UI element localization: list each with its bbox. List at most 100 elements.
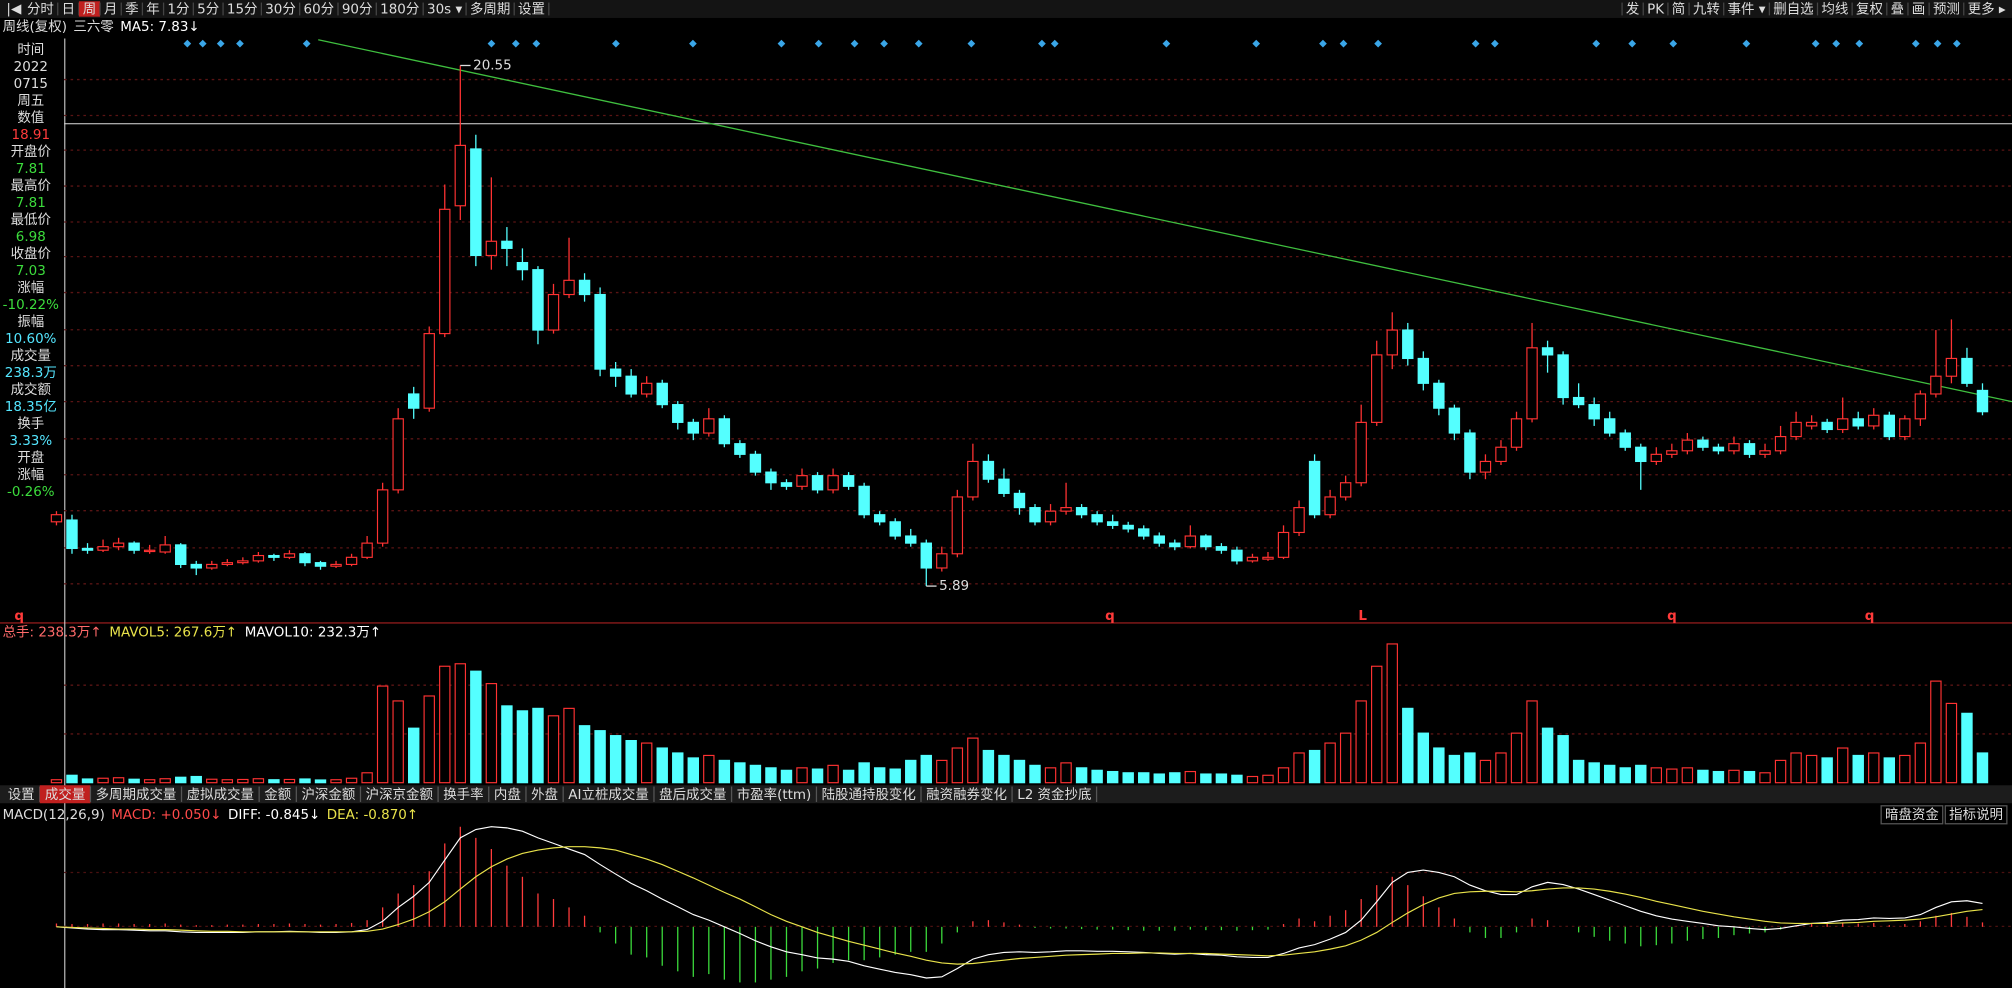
event-label[interactable]: q	[1865, 608, 1875, 624]
toolbar-item[interactable]: 分时	[27, 2, 54, 18]
tab[interactable]: 内盘	[494, 786, 521, 803]
volume-bar	[175, 776, 187, 784]
event-diamond[interactable]	[183, 39, 192, 48]
info-panel-text: 6.98	[16, 229, 46, 245]
event-label[interactable]: L	[1358, 608, 1367, 624]
tab[interactable]: 换手率	[443, 786, 483, 803]
toolbar-item[interactable]: 年	[146, 2, 159, 18]
event-diamond[interactable]	[850, 39, 859, 48]
event-diamond[interactable]	[914, 39, 923, 48]
tab[interactable]: 陆股通持股变化	[822, 787, 916, 803]
tab[interactable]: 设置	[8, 787, 35, 803]
toolbar-item[interactable]: 180分	[380, 2, 419, 18]
event-diamond[interactable]	[777, 39, 786, 48]
tab[interactable]: 沪深金额	[301, 787, 355, 803]
info-panel-text: 7.81	[16, 195, 46, 211]
nav-back-icon[interactable]: |◀	[6, 1, 22, 17]
event-diamond[interactable]	[1911, 39, 1920, 48]
toolbar-item[interactable]: 事件 ▾	[1728, 2, 1766, 18]
toolbar-item[interactable]: 1分	[167, 2, 189, 18]
volume-bar	[1650, 767, 1663, 784]
event-diamond[interactable]	[1933, 39, 1942, 48]
tab[interactable]: 金额	[264, 787, 291, 803]
tab[interactable]: 沪深京金额	[366, 787, 434, 803]
event-diamond[interactable]	[1374, 39, 1382, 48]
event-diamond[interactable]	[1319, 39, 1327, 48]
toolbar-item[interactable]: 叠	[1891, 2, 1904, 18]
toolbar-item[interactable]: 均线	[1821, 2, 1848, 18]
toolbar-item[interactable]: 预测	[1933, 2, 1960, 18]
event-diamond[interactable]	[1162, 39, 1171, 48]
candle-body	[858, 485, 870, 516]
event-diamond[interactable]	[1811, 39, 1820, 48]
event-label[interactable]: q	[14, 608, 24, 624]
side-button[interactable]: 指标说明	[1949, 807, 2003, 823]
side-button[interactable]: 暗盘资金	[1885, 806, 1939, 823]
toolbar-item[interactable]: 5分	[197, 2, 219, 18]
volume-bar	[1417, 732, 1430, 784]
event-label[interactable]: q	[1667, 608, 1677, 624]
volume-bar	[1402, 707, 1414, 784]
event-diamond[interactable]	[511, 39, 520, 48]
tab[interactable]: 多周期成交量	[96, 786, 177, 803]
toolbar-item[interactable]: 90分	[342, 2, 373, 18]
event-diamond[interactable]	[814, 39, 823, 48]
event-diamond[interactable]	[880, 39, 888, 48]
event-diamond[interactable]	[1952, 39, 1961, 48]
tab[interactable]: 成交量	[45, 786, 85, 803]
event-diamond[interactable]	[487, 39, 496, 48]
event-diamond[interactable]	[236, 39, 244, 48]
toolbar-item[interactable]: 更多 ▸	[1968, 1, 2006, 18]
event-diamond[interactable]	[1832, 39, 1841, 48]
volume-bar	[547, 715, 560, 784]
toolbar-item[interactable]: 删自选	[1773, 2, 1813, 18]
toolbar-item[interactable]: 简	[1672, 1, 1685, 18]
event-diamond[interactable]	[302, 39, 311, 48]
event-diamond[interactable]	[216, 39, 225, 48]
tab[interactable]: AI立桩成交量	[568, 786, 649, 803]
candle-body	[407, 393, 420, 409]
event-diamond[interactable]	[1038, 39, 1046, 48]
toolbar-item[interactable]: 月	[104, 2, 117, 18]
tab[interactable]: L2 资金抄底	[1017, 787, 1091, 803]
toolbar-item[interactable]: 15分	[227, 2, 258, 18]
volume-bar	[97, 777, 109, 784]
toolbar-item[interactable]: 周	[83, 2, 96, 18]
event-diamond[interactable]	[967, 39, 976, 48]
volume-bar	[1805, 754, 1818, 784]
info-panel-text: 成交额	[11, 381, 52, 398]
toolbar-item[interactable]: 画	[1912, 2, 1925, 18]
event-diamond[interactable]	[532, 39, 541, 48]
candle-body	[1510, 418, 1523, 448]
toolbar-item[interactable]: 60分	[304, 2, 335, 18]
tab[interactable]: 融资融券变化	[926, 787, 1007, 803]
candle-body	[1650, 453, 1663, 463]
toolbar-item[interactable]: 30分	[265, 2, 296, 18]
volume-bar	[516, 710, 529, 784]
toolbar-item[interactable]: 30s ▾	[427, 2, 462, 18]
event-diamond[interactable]	[1339, 39, 1348, 48]
toolbar-item[interactable]: 九转	[1693, 2, 1720, 18]
event-label[interactable]: q	[1105, 608, 1115, 624]
event-diamond[interactable]	[1628, 39, 1637, 48]
toolbar-item[interactable]: 复权	[1856, 1, 1883, 18]
toolbar-item[interactable]: 发	[1626, 2, 1639, 18]
candle-body	[423, 333, 435, 409]
tab[interactable]: 虚拟成交量	[187, 786, 254, 803]
candle-body	[1945, 357, 1958, 377]
event-diamond[interactable]	[198, 39, 207, 48]
event-diamond[interactable]	[689, 39, 697, 48]
toolbar-item[interactable]: PK	[1647, 2, 1665, 18]
tab[interactable]: 盘后成交量	[659, 786, 726, 803]
tab[interactable]: 外盘	[531, 786, 558, 803]
info-panel-text: 换手	[17, 416, 44, 432]
event-diamond[interactable]	[1471, 39, 1480, 48]
tab[interactable]: 市盈率(ttm)	[737, 786, 812, 803]
toolbar-item[interactable]: 日	[62, 2, 75, 18]
event-diamond[interactable]	[1855, 39, 1864, 48]
toolbar-item[interactable]: 多周期	[470, 1, 510, 18]
volume-bar	[656, 747, 668, 784]
event-diamond[interactable]	[1050, 39, 1059, 48]
toolbar-item[interactable]: 设置	[518, 2, 545, 18]
toolbar-item[interactable]: 季	[125, 2, 138, 18]
